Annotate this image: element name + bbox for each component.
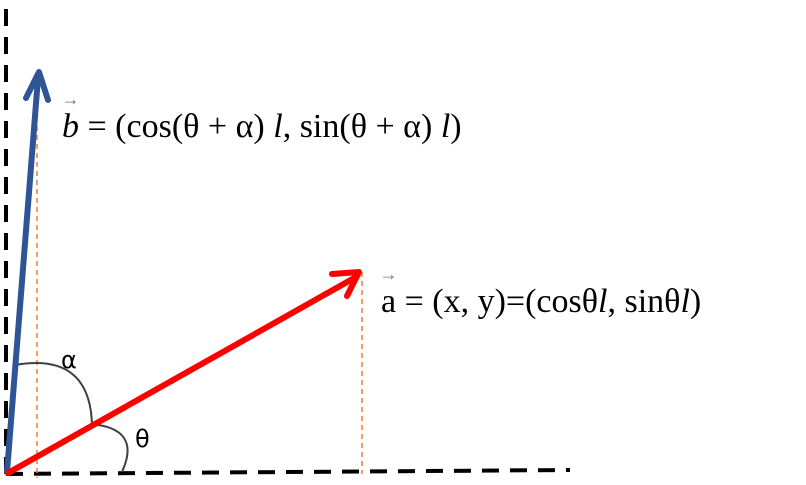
vector-a-arrowhead <box>329 269 362 299</box>
vector-a-symbol: → a <box>380 265 398 320</box>
vector-b-length-1: l <box>273 108 283 145</box>
vector-a-formula: → a = (x, y)=(cosθl, sinθl) <box>380 265 702 320</box>
vector-a-length-1: l <box>598 283 608 320</box>
vector-a-eq: = (x, y)=(cosθ <box>396 283 599 320</box>
vector-a-end: ) <box>689 283 702 320</box>
theta-angle-arc <box>89 423 129 473</box>
vector-a-letter: a <box>381 283 397 320</box>
vector-a-length-2: l <box>680 283 690 320</box>
alpha-label: α <box>61 346 77 374</box>
vector-a-mid: , sinθ <box>607 283 681 320</box>
vector-b-eq: = (cos(θ + α) <box>79 108 274 145</box>
vector-b-arrow-mark: → <box>61 89 80 109</box>
x-axis <box>5 468 571 476</box>
vector-b-arrowhead <box>23 69 51 103</box>
vector-b-mid: , sin(θ + α) <box>282 108 441 145</box>
vector-b-line <box>4 75 41 475</box>
vector-b-formula: → b = (cos(θ + α) l, sin(θ + α) l) <box>62 90 462 145</box>
vector-b-length-2: l <box>440 108 451 145</box>
alpha-angle-arc <box>14 362 93 426</box>
vector-b-end: ) <box>450 108 462 145</box>
vector-b-letter: b <box>62 108 79 145</box>
vector-a-line <box>5 274 359 476</box>
vector-b-symbol: → b <box>62 90 80 145</box>
theta-label: θ <box>135 425 150 453</box>
vector-a-arrow-mark: → <box>379 264 398 284</box>
